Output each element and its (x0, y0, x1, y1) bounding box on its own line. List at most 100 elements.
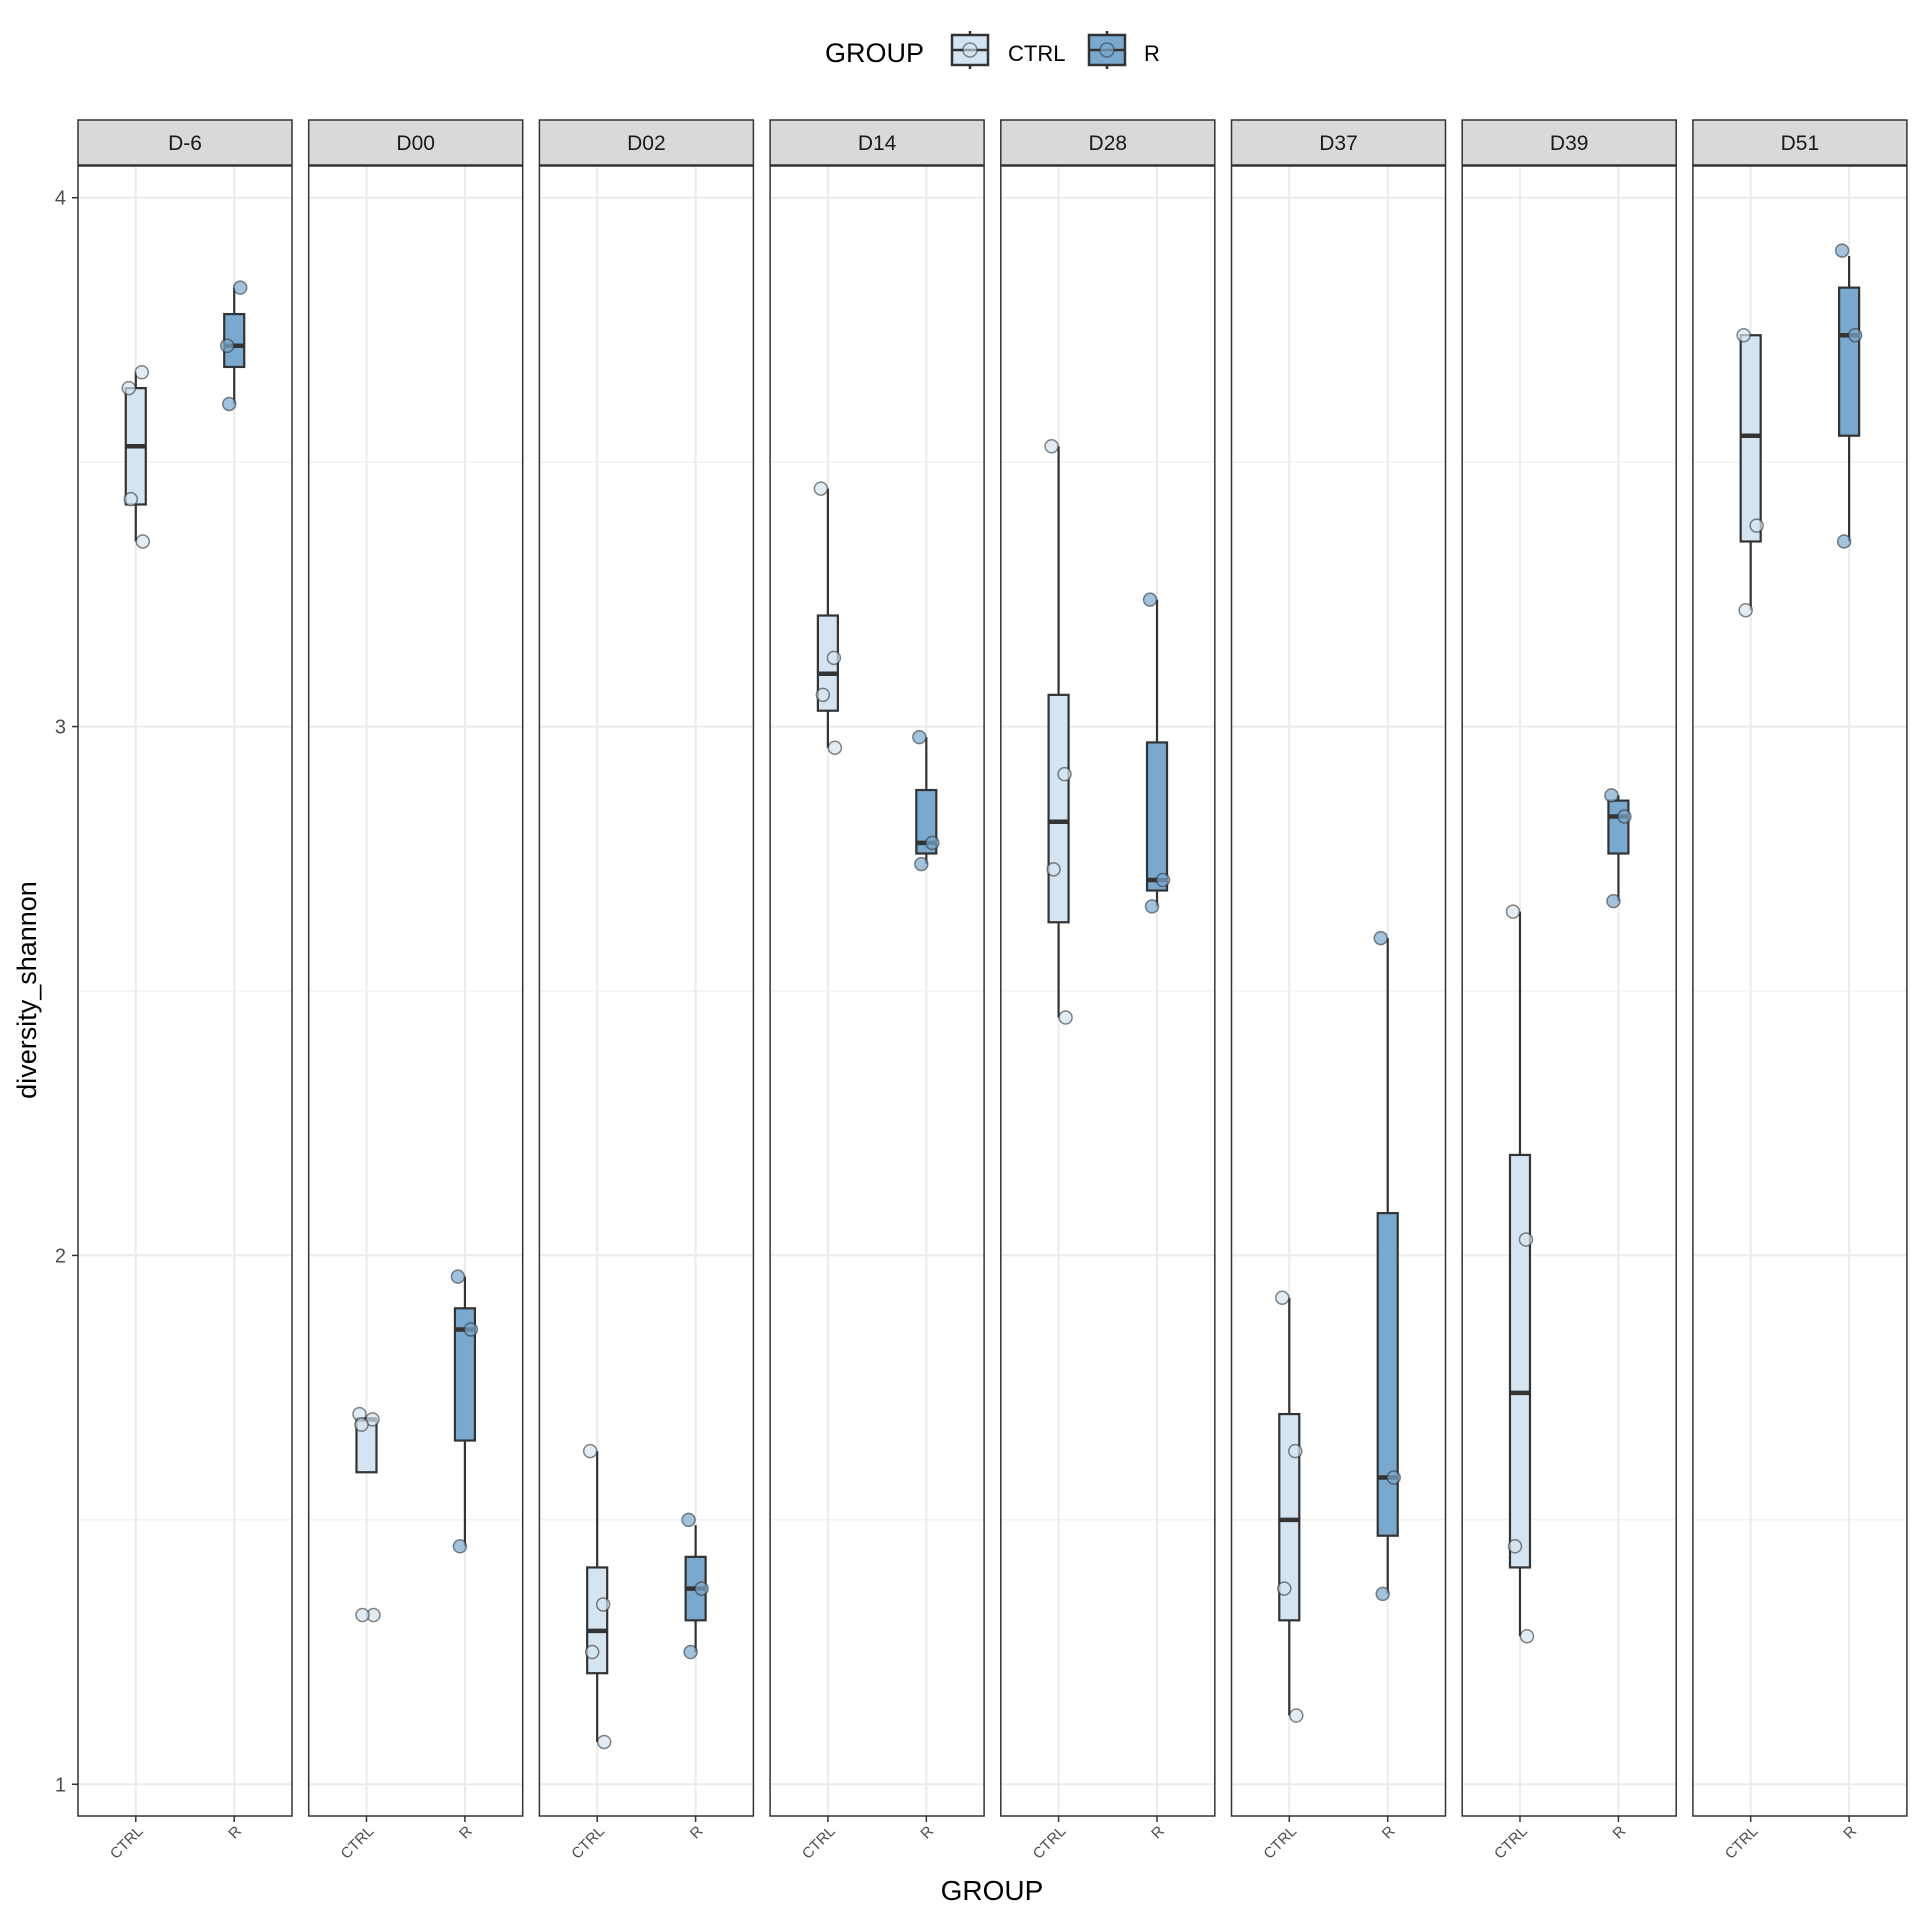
y-tick-label: 3 (55, 717, 66, 739)
facet-strip-label: D-6 (168, 132, 202, 155)
data-point (1144, 899, 1160, 914)
facet-panels: D-6 CTRL R D00 CTRL R D02 CTRL R D14 CTRL R D28 CTRL R… (77, 119, 1908, 1863)
data-point (1519, 1628, 1535, 1644)
data-point (683, 1644, 698, 1660)
facet-strip (769, 119, 985, 166)
x-tick-label: R (1840, 1823, 1860, 1843)
x-tick-label: CTRL (1030, 1823, 1070, 1863)
data-point (1375, 1586, 1390, 1602)
data-point (595, 1597, 611, 1612)
data-point (1046, 862, 1061, 877)
x-tick-label: CTRL (568, 1823, 608, 1863)
x-tick-label: R (1610, 1823, 1630, 1843)
box-body (1508, 1153, 1532, 1569)
facet-strip-label: D37 (1319, 132, 1358, 155)
data-point (1606, 893, 1621, 909)
box-d-6-ctrl (121, 365, 151, 549)
x-tick-label: CTRL (1260, 1823, 1300, 1863)
facet-strip-label: D51 (1781, 132, 1820, 155)
data-point (1738, 602, 1753, 618)
data-point (912, 729, 927, 745)
panel-border (1230, 165, 1447, 1817)
data-point (1155, 872, 1171, 888)
data-point (1834, 243, 1850, 258)
box-d14-ctrl (813, 481, 843, 755)
box-d37-ctrl (1275, 1290, 1304, 1723)
data-point (681, 1512, 696, 1528)
x-tick-label: R (1148, 1823, 1168, 1843)
facet-strip-label: D14 (858, 132, 897, 155)
data-point (123, 491, 139, 507)
data-point (815, 687, 831, 703)
box-d37-r (1373, 930, 1401, 1602)
facet-strip (77, 119, 293, 166)
data-point (1275, 1290, 1290, 1305)
box-d02-r (681, 1512, 709, 1660)
facet-panel-d51: D51 CTRL R (1692, 119, 1908, 1863)
data-point (1288, 1443, 1303, 1459)
panel-border (538, 165, 755, 1817)
x-tick-label: CTRL (338, 1823, 378, 1863)
data-point (914, 856, 929, 872)
x-tick-label: CTRL (1722, 1823, 1762, 1863)
data-point (355, 1607, 370, 1623)
y-tick-label: 2 (55, 1245, 66, 1267)
data-point (1289, 1708, 1304, 1723)
data-point (221, 396, 237, 412)
box-body (1278, 1412, 1301, 1622)
data-point (1518, 1232, 1534, 1247)
data-point (596, 1734, 612, 1750)
facet-strip (1000, 119, 1216, 166)
data-point (1617, 809, 1632, 824)
data-point (463, 1322, 479, 1337)
facet-panel-d-6: D-6 CTRL R (77, 119, 293, 1863)
facet-panel-d39: D39 CTRL R (1461, 119, 1677, 1863)
box-body (1739, 334, 1762, 543)
legend-label-r: R (1144, 41, 1160, 66)
box-body (1047, 693, 1070, 924)
box-d00-r (450, 1269, 479, 1554)
box-d02-ctrl (582, 1443, 612, 1750)
panel-border (77, 165, 293, 1817)
x-tick-label: CTRL (799, 1823, 839, 1863)
facet-panel-d14: D14 CTRL R (769, 119, 985, 1863)
facet-strip (307, 119, 524, 166)
legend: GROUP CTRL R (825, 31, 1160, 69)
y-tick-label: 1 (55, 1774, 66, 1796)
legend-label-ctrl: CTRL (1008, 41, 1065, 66)
box-d28-ctrl (1044, 439, 1073, 1025)
data-point (1604, 788, 1619, 803)
box-d39-r (1604, 788, 1632, 909)
box-body (453, 1307, 477, 1442)
facet-strip (1230, 119, 1447, 166)
data-point (1057, 766, 1072, 782)
panel-border (1461, 165, 1677, 1817)
x-tick-label: CTRL (107, 1823, 147, 1863)
data-point (1507, 1539, 1523, 1554)
legend-title: GROUP (825, 38, 924, 68)
data-point (232, 280, 248, 295)
x-axis-title: GROUP (941, 1875, 1044, 1906)
x-tick-label: CTRL (1491, 1823, 1531, 1863)
y-axis-title: diversity_shannon (12, 881, 42, 1099)
panel-border (307, 165, 524, 1817)
x-tick-label: R (1379, 1823, 1399, 1843)
data-point (1044, 439, 1059, 454)
data-point (354, 1417, 369, 1432)
box-body (1376, 1212, 1399, 1537)
data-point (1836, 534, 1852, 549)
facet-strip (538, 119, 755, 166)
legend-key-ctrl (950, 31, 990, 69)
data-point (135, 534, 151, 549)
data-point (813, 481, 829, 496)
data-point (134, 365, 150, 380)
y-tick-label: 4 (55, 188, 66, 210)
data-point (1386, 1470, 1401, 1485)
box-body (1607, 799, 1630, 855)
data-point (450, 1269, 466, 1284)
box-d39-ctrl (1505, 904, 1535, 1644)
data-point (925, 835, 940, 851)
legend-key-r (1087, 31, 1127, 69)
